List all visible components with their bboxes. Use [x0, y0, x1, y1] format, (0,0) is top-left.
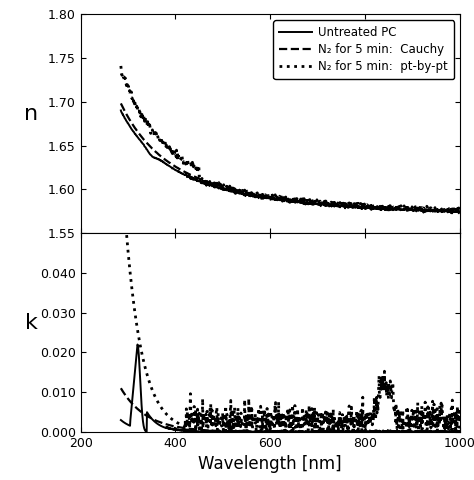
N₂ for 5 min:  pt-by-pt: (600, 1.59): pt-by-pt: (600, 1.59): [267, 193, 273, 199]
N₂ for 5 min:  pt-by-pt: (358, 1.66): pt-by-pt: (358, 1.66): [153, 132, 158, 137]
Untreated PC: [351, 204, 356, 209]
Line: Untreated PC: Untreated PC: [121, 110, 460, 213]
N₂ for 5 min:  Cauchy: (994, 1.58): Cauchy: (994, 1.58): [454, 208, 460, 214]
N₂ for 5 min:  Cauchy: (285, 1.7): Cauchy: (285, 1.7): [118, 100, 124, 106]
N₂ for 5 min:  Cauchy: (776, 1.58): Cauchy: (776, 1.58): [351, 203, 356, 209]
Untreated PC: [255, 194, 261, 200]
N₂ for 5 min:  Cauchy: (1e+03, 1.58): Cauchy: (1e+03, 1.58): [457, 208, 463, 214]
N₂ for 5 min:  Cauchy: (358, 1.64): Cauchy: (358, 1.64): [153, 149, 158, 155]
N₂ for 5 min:  pt-by-pt: (855, 1.58): pt-by-pt: (855, 1.58): [388, 205, 394, 211]
N₂ for 5 min:  Cauchy: (574, 1.59): Cauchy: (574, 1.59): [255, 192, 261, 198]
Untreated PC: [267, 195, 273, 201]
Y-axis label: k: k: [25, 312, 38, 333]
N₂ for 5 min:  pt-by-pt: (285, 1.74): pt-by-pt: (285, 1.74): [118, 63, 124, 69]
Untreated PC: [153, 155, 158, 161]
N₂ for 5 min:  pt-by-pt: (574, 1.59): pt-by-pt: (574, 1.59): [255, 192, 261, 198]
N₂ for 5 min:  pt-by-pt: (776, 1.58): pt-by-pt: (776, 1.58): [351, 203, 356, 208]
N₂ for 5 min:  Cauchy: (855, 1.58): Cauchy: (855, 1.58): [388, 205, 394, 211]
Untreated PC: [383, 207, 388, 213]
N₂ for 5 min:  Cauchy: (600, 1.59): Cauchy: (600, 1.59): [267, 194, 273, 200]
N₂ for 5 min:  pt-by-pt: (843, 1.58): pt-by-pt: (843, 1.58): [383, 205, 388, 211]
Untreated PC: [118, 108, 124, 113]
N₂ for 5 min:  pt-by-pt: (996, 1.57): pt-by-pt: (996, 1.57): [455, 208, 461, 214]
X-axis label: Wavelength [nm]: Wavelength [nm]: [198, 456, 342, 473]
N₂ for 5 min:  pt-by-pt: (1e+03, 1.58): pt-by-pt: (1e+03, 1.58): [457, 207, 463, 213]
Untreated PC: [457, 209, 463, 215]
Untreated PC: [388, 207, 394, 213]
Y-axis label: n: n: [24, 104, 38, 124]
N₂ for 5 min:  Cauchy: (843, 1.58): Cauchy: (843, 1.58): [383, 205, 388, 211]
Line: N₂ for 5 min:  Cauchy: N₂ for 5 min: Cauchy: [121, 103, 460, 211]
Line: N₂ for 5 min:  pt-by-pt: N₂ for 5 min: pt-by-pt: [121, 66, 460, 211]
Untreated PC: [449, 210, 455, 216]
Legend: Untreated PC, N₂ for 5 min:  Cauchy, N₂ for 5 min:  pt-by-pt: Untreated PC, N₂ for 5 min: Cauchy, N₂ f…: [273, 20, 454, 79]
